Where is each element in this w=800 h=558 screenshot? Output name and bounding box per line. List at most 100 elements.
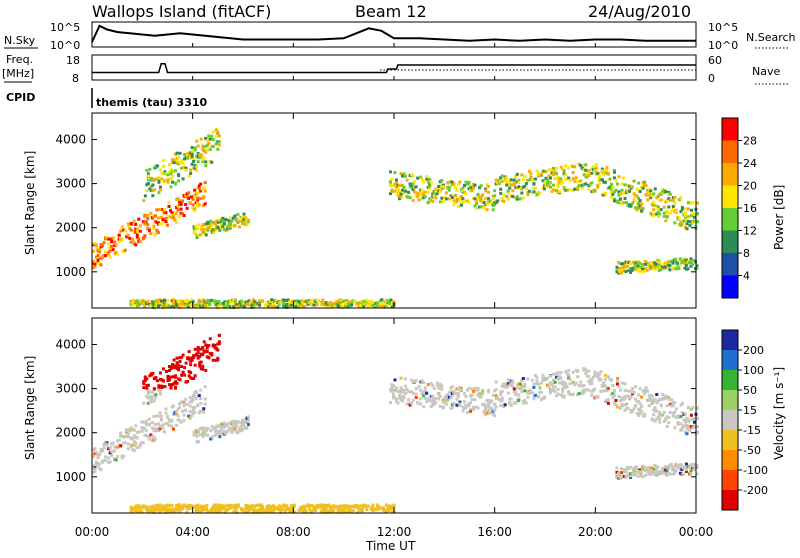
velocity-cell	[676, 422, 680, 426]
velocity-cell	[611, 391, 615, 395]
power-cell	[420, 188, 424, 192]
power-cell	[146, 223, 150, 227]
velocity-cell	[585, 374, 589, 378]
velocity-cell	[210, 352, 214, 356]
power-cell	[508, 179, 512, 183]
velocity-cell	[676, 421, 680, 425]
power-cell	[612, 176, 616, 180]
velocity-cell	[212, 427, 216, 431]
velocity-cell	[692, 462, 696, 466]
power-cell	[568, 178, 572, 182]
power-cell	[146, 182, 150, 186]
power-cell	[665, 262, 669, 266]
velocity-cell	[215, 425, 219, 429]
velocity-cell	[161, 367, 165, 371]
power-cell	[450, 180, 454, 184]
velocity-cell	[165, 415, 169, 419]
power-cell	[426, 201, 430, 205]
power-cell	[197, 223, 201, 227]
power-cell	[398, 183, 402, 187]
power-cell	[160, 177, 164, 181]
velocity-cell	[594, 374, 598, 378]
velocity-cell	[141, 420, 145, 424]
cpid-value: themis (tau) 3310	[96, 96, 208, 109]
power-cell	[459, 203, 463, 207]
velocity-cell	[493, 414, 497, 418]
velocity-cell	[245, 426, 249, 430]
velocity-cell	[174, 380, 178, 384]
velocity-cell	[687, 472, 691, 476]
velocity-cell	[561, 394, 565, 398]
velocity-cell	[285, 507, 289, 511]
power-cell	[221, 301, 225, 305]
velocity-cell	[652, 400, 656, 404]
power-cell	[321, 302, 325, 306]
velocity-cell	[336, 510, 340, 514]
velocity-cell	[176, 407, 180, 411]
power-cell	[207, 141, 211, 145]
velocity-cell	[165, 509, 169, 513]
power-cell	[341, 300, 345, 304]
power-cell	[194, 224, 198, 228]
velocity-cell	[207, 356, 211, 360]
power-cell	[597, 182, 601, 186]
power-cell	[258, 303, 262, 307]
power-cell	[309, 299, 313, 303]
power-cell	[365, 298, 369, 302]
power-cell	[493, 200, 497, 204]
velocity-cell	[170, 419, 174, 423]
velocity-cell	[111, 449, 115, 453]
velocity-cell	[348, 507, 352, 511]
power-cell	[200, 228, 204, 232]
velocity-cell	[137, 445, 141, 449]
velocity-cell	[650, 468, 654, 472]
velocity-cell	[113, 449, 117, 453]
power-cell	[622, 176, 626, 180]
power-cell	[645, 268, 649, 272]
power-cell	[126, 224, 130, 228]
power-cell	[644, 262, 648, 266]
power-cell	[108, 255, 112, 259]
velocity-cell	[464, 406, 468, 410]
power-cell	[267, 305, 271, 309]
velocity-cell	[310, 504, 314, 508]
velocity-cell	[203, 397, 207, 401]
velocity-cell	[395, 399, 399, 403]
power-cell	[661, 187, 665, 191]
velocity-cell	[695, 463, 699, 467]
power-cell	[162, 207, 166, 211]
power-cell	[215, 300, 219, 304]
power-cell	[662, 211, 666, 215]
power-cell	[344, 301, 348, 305]
velocity-cell	[159, 508, 163, 512]
power-cell	[405, 178, 409, 182]
power-cell	[388, 170, 392, 174]
velocity-cell	[665, 469, 669, 473]
velocity-cell	[198, 354, 202, 358]
velocity-cell	[151, 372, 155, 376]
power-cell	[185, 302, 189, 306]
velocity-cell	[440, 387, 444, 391]
power-cell	[268, 305, 272, 309]
power-cell	[123, 229, 127, 233]
velocity-cell	[155, 503, 159, 507]
power-cell	[312, 298, 316, 302]
velocity-cell	[175, 361, 179, 365]
velocity-cell	[536, 382, 540, 386]
power-cell	[150, 304, 154, 308]
velocity-cell	[539, 398, 543, 402]
power-cell	[93, 264, 97, 268]
power-cell	[316, 299, 320, 303]
velocity-cell	[680, 427, 684, 431]
power-cell	[391, 184, 395, 188]
power-cell	[663, 261, 667, 265]
cpid-label: CPID	[6, 91, 35, 104]
power-cell	[161, 211, 165, 215]
power-cell	[196, 204, 200, 208]
velocity-cell	[259, 510, 263, 514]
power-cell	[396, 191, 400, 195]
velocity-cell	[142, 386, 146, 390]
power-cell	[374, 301, 378, 305]
power-cell	[202, 149, 206, 153]
